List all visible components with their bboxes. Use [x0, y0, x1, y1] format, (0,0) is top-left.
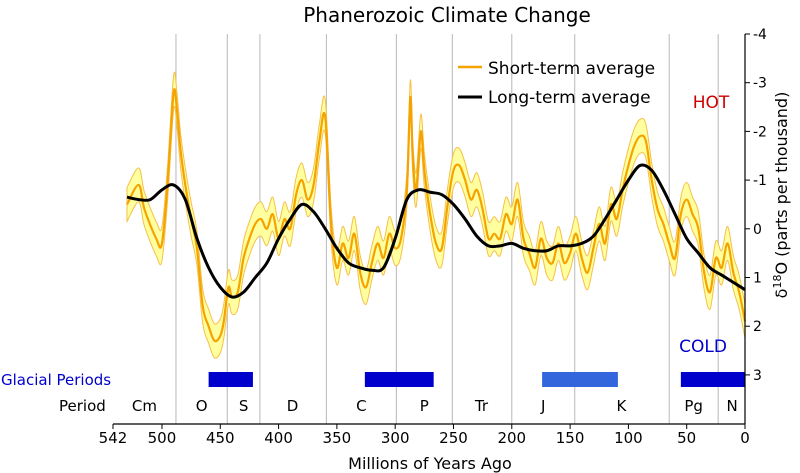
chart-title: Phanerozoic Climate Change	[303, 3, 591, 27]
legend-label-long-term: Long-term average	[488, 88, 651, 108]
x-tick-label-350: 350	[323, 429, 352, 447]
glacial-periods-label: Glacial Periods	[1, 371, 111, 389]
period-label-j: J	[540, 397, 545, 415]
period-label-o: O	[196, 397, 208, 415]
glacial-period-bar-3	[680, 372, 745, 387]
legend-label-short-term: Short-term average	[488, 59, 655, 79]
glacial-period-bar-0	[208, 372, 253, 387]
y-tick-label--1: -1	[753, 173, 767, 189]
hot-annotation: HOT	[693, 93, 730, 113]
x-axis-label: Millions of Years Ago	[348, 454, 512, 473]
period-label-cm: Cm	[132, 397, 157, 415]
glacial-period-bar-2	[542, 372, 618, 387]
x-tick-label-400: 400	[264, 429, 293, 447]
period-label-p: P	[420, 397, 429, 415]
x-tick-label-0: 0	[740, 429, 750, 447]
y-tick-label-0: 0	[753, 222, 762, 238]
x-tick-label-200: 200	[497, 429, 526, 447]
period-row-label: Period	[59, 397, 106, 415]
x-tick-label-500: 500	[148, 429, 177, 447]
x-tick-label-150: 150	[556, 429, 585, 447]
x-tick-label-250: 250	[439, 429, 468, 447]
period-label-n: N	[727, 397, 738, 415]
y-axis-label-text: δ18O (parts per thousand)	[771, 92, 791, 299]
period-label-tr: Tr	[474, 397, 489, 415]
x-tick-label-300: 300	[381, 429, 410, 447]
x-tick-label-450: 450	[206, 429, 235, 447]
y-tick-label-2: 2	[753, 319, 762, 335]
period-label-pg: Pg	[684, 397, 703, 415]
x-tick-label-50: 50	[677, 429, 696, 447]
long-term-average-line	[126, 163, 746, 299]
y-tick-label-3: 3	[753, 368, 762, 384]
period-label-s: S	[239, 397, 249, 415]
x-tick-label-542: 542	[99, 429, 128, 447]
y-tick-label--3: -3	[753, 76, 767, 92]
y-axis-label: δ18O (parts per thousand)	[771, 92, 791, 299]
y-tick-label--4: -4	[753, 27, 767, 43]
period-label-k: K	[616, 397, 627, 415]
period-label-d: D	[287, 397, 299, 415]
y-tick-label-1: 1	[753, 271, 762, 287]
period-label-c: C	[356, 397, 366, 415]
y-tick-label--2: -2	[753, 124, 767, 140]
x-tick-label-100: 100	[614, 429, 643, 447]
legend: Short-term average Long-term average	[458, 59, 655, 108]
glacial-period-bar-1	[364, 372, 434, 387]
cold-annotation: COLD	[679, 337, 727, 357]
